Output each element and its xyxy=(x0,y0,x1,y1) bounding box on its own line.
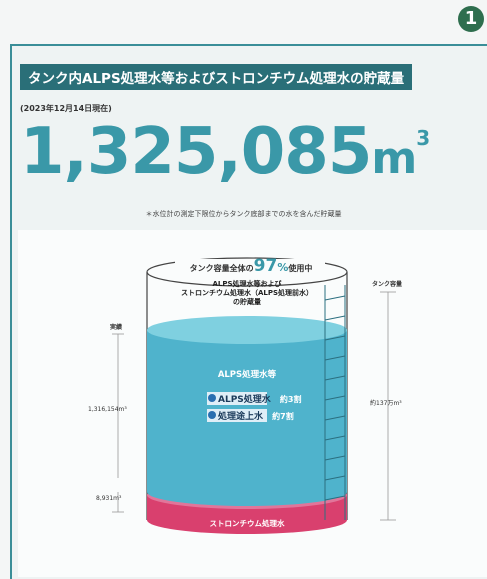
sr-amount: 8,931m³ xyxy=(96,495,122,502)
row-name: ALPS処理水 xyxy=(218,395,271,405)
alps-title: ALPS処理水等 xyxy=(217,370,277,380)
note: ＊水位計の測定下限位からタンク底部までの水を含んだ貯蔵量 xyxy=(145,210,342,218)
stored-line: ストロンチウム処理水（ALPS処理前水） xyxy=(180,289,314,297)
row-bg xyxy=(207,392,267,405)
stored-label: ALPS処理水等および ストロンチウム処理水（ALPS処理前水） の貯蔵量 xyxy=(147,280,347,307)
date: (2023年12月14日現在) xyxy=(20,104,112,113)
dimension-right xyxy=(380,291,396,521)
row: 処理途上水 約7割 xyxy=(218,409,294,422)
stored-line: の貯蔵量 xyxy=(233,298,261,306)
row-share: 約3割 xyxy=(279,395,302,404)
row-name: 処理途上水 xyxy=(218,412,264,422)
usage: タンク容量全体の97%使用中 xyxy=(176,256,326,276)
capacity-label: タンク容量 xyxy=(372,281,403,288)
badge: 1 xyxy=(458,6,484,32)
amount-value: 1,325,085 xyxy=(20,115,372,189)
alps-surface xyxy=(147,316,347,344)
amount: 1,325,085m3 xyxy=(20,115,430,189)
usage-value: 97 xyxy=(253,256,278,276)
ladder xyxy=(324,285,346,520)
capacity-value: 約137万m³ xyxy=(370,400,402,407)
unit-sup: 3 xyxy=(416,126,430,150)
row-bg xyxy=(207,409,267,422)
title-bar: タンク内ALPS処理水等およびストロンチウム処理水の貯蔵量 xyxy=(20,64,413,90)
sr-title: ストロンチウム処理水 xyxy=(209,519,285,528)
stored-line: ALPS処理水等および xyxy=(212,280,282,288)
usage-bg xyxy=(175,259,325,279)
row-icon xyxy=(208,394,216,402)
unit: m xyxy=(371,133,417,184)
actual-label: 実績 xyxy=(110,324,123,331)
alps-amount: 1,316,154m³ xyxy=(88,406,127,413)
usage-percent: % xyxy=(277,261,289,274)
row: ALPS処理水 約3割 xyxy=(218,392,302,405)
row-share: 約7割 xyxy=(272,412,294,421)
usage-prefix: タンク容量全体の xyxy=(189,264,254,273)
dimension-left xyxy=(112,333,124,513)
row-icon xyxy=(208,411,216,419)
usage-suffix: 使用中 xyxy=(288,264,313,273)
